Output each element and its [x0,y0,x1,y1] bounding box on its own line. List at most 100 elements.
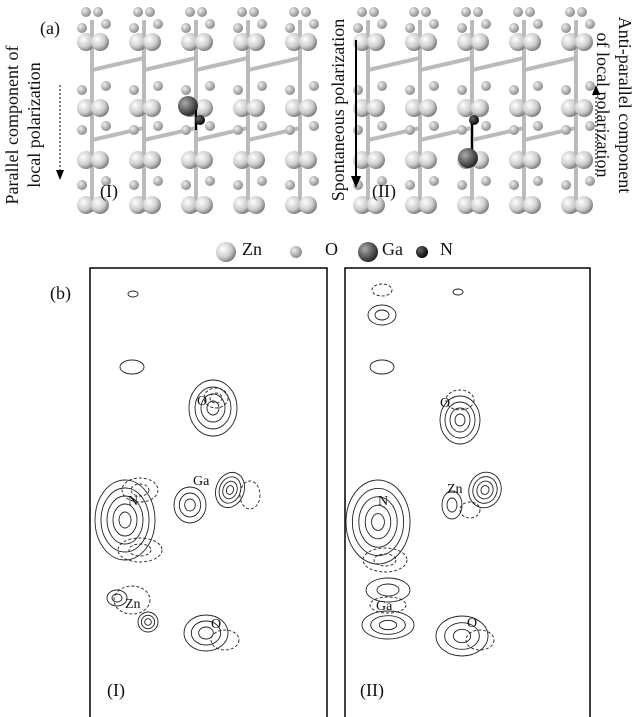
atom-label: O [467,616,477,631]
o-atom [533,19,543,29]
caption-line: local polarization [24,62,44,187]
zn-atom [509,33,527,51]
legend-text: O [325,239,338,259]
o-atom [357,7,367,17]
o-atom [481,19,491,29]
zn-atom [195,33,213,51]
atom-label: Ga [193,474,210,489]
contour [459,501,481,519]
contour [203,387,229,409]
zn-atom [247,196,265,214]
o-atom [565,7,575,17]
o-atom [181,85,191,95]
o-atom [533,176,543,186]
o-atom [197,7,207,17]
zn-atom [353,196,371,214]
o-atom [405,85,415,95]
bond [91,56,145,72]
o-atom [513,7,523,17]
zn-atom [143,99,161,117]
map-label: (II) [360,680,384,701]
contour [127,290,139,298]
contour [371,283,393,297]
legend: Zn O Ga N [216,239,453,262]
o-atom [205,81,215,91]
o-atom [457,23,467,33]
contour [361,610,415,640]
zn-atom [233,99,251,117]
caption-line: Spontaneous polarization [328,19,348,201]
contour [94,479,156,561]
o-atom [377,176,387,186]
o-atom [309,121,319,131]
atom-label: Zn [125,597,141,612]
bond [367,56,421,72]
zn-atom [509,151,527,169]
legend-o [290,246,302,258]
arrow-head [351,176,361,188]
contour [194,386,232,430]
o-atom [101,121,111,131]
o-atom [481,81,491,91]
contour [452,628,472,644]
contour [376,583,400,597]
contour [374,309,390,321]
zn-atom [353,33,371,51]
o-atom [309,176,319,186]
map-frame [344,267,591,717]
bond [523,56,577,72]
o-atom [77,180,87,190]
o-atom [461,7,471,17]
o-atom [585,176,595,186]
contour [173,486,207,524]
contour [144,618,152,626]
zn-atom [457,196,475,214]
o-atom [481,176,491,186]
zn-atom [143,196,161,214]
contour [121,477,159,503]
o-atom [181,23,191,33]
zn-atom [471,99,489,117]
o-atom [429,81,439,91]
zn-atom [561,151,579,169]
contour [371,513,385,531]
zn-atom [405,196,423,214]
caption-line: Anti-parallel component [615,17,635,193]
o-atom [309,19,319,29]
zn-atom [77,99,95,117]
zn-atom [523,196,541,214]
o-atom [285,125,295,135]
o-atom [509,85,519,95]
structure-label: (I) [100,181,118,202]
zn-atom [181,196,199,214]
panel-label: (b) [50,283,71,304]
o-atom [473,7,483,17]
o-atom [153,19,163,29]
ga-atom [178,96,198,116]
contour [480,485,490,495]
zn-atom [233,196,251,214]
structure-label: (II) [372,181,396,202]
zn-atom [299,151,317,169]
o-atom [429,176,439,186]
contour [472,476,498,504]
zn-atom [575,151,593,169]
o-atom [533,121,543,131]
o-atom [457,125,467,135]
zn-atom [233,33,251,51]
contour [378,619,398,631]
zn-atom [181,33,199,51]
o-atom [181,180,191,190]
o-atom [257,81,267,91]
zn-atom [575,33,593,51]
map-frame [89,267,328,717]
bond [247,56,301,72]
contour [345,479,411,565]
o-atom [249,7,259,17]
contour [130,483,150,497]
zn-atom [143,33,161,51]
contour [367,304,397,326]
zn-atom [129,99,147,117]
zn-atom [129,33,147,51]
contour [140,614,156,630]
